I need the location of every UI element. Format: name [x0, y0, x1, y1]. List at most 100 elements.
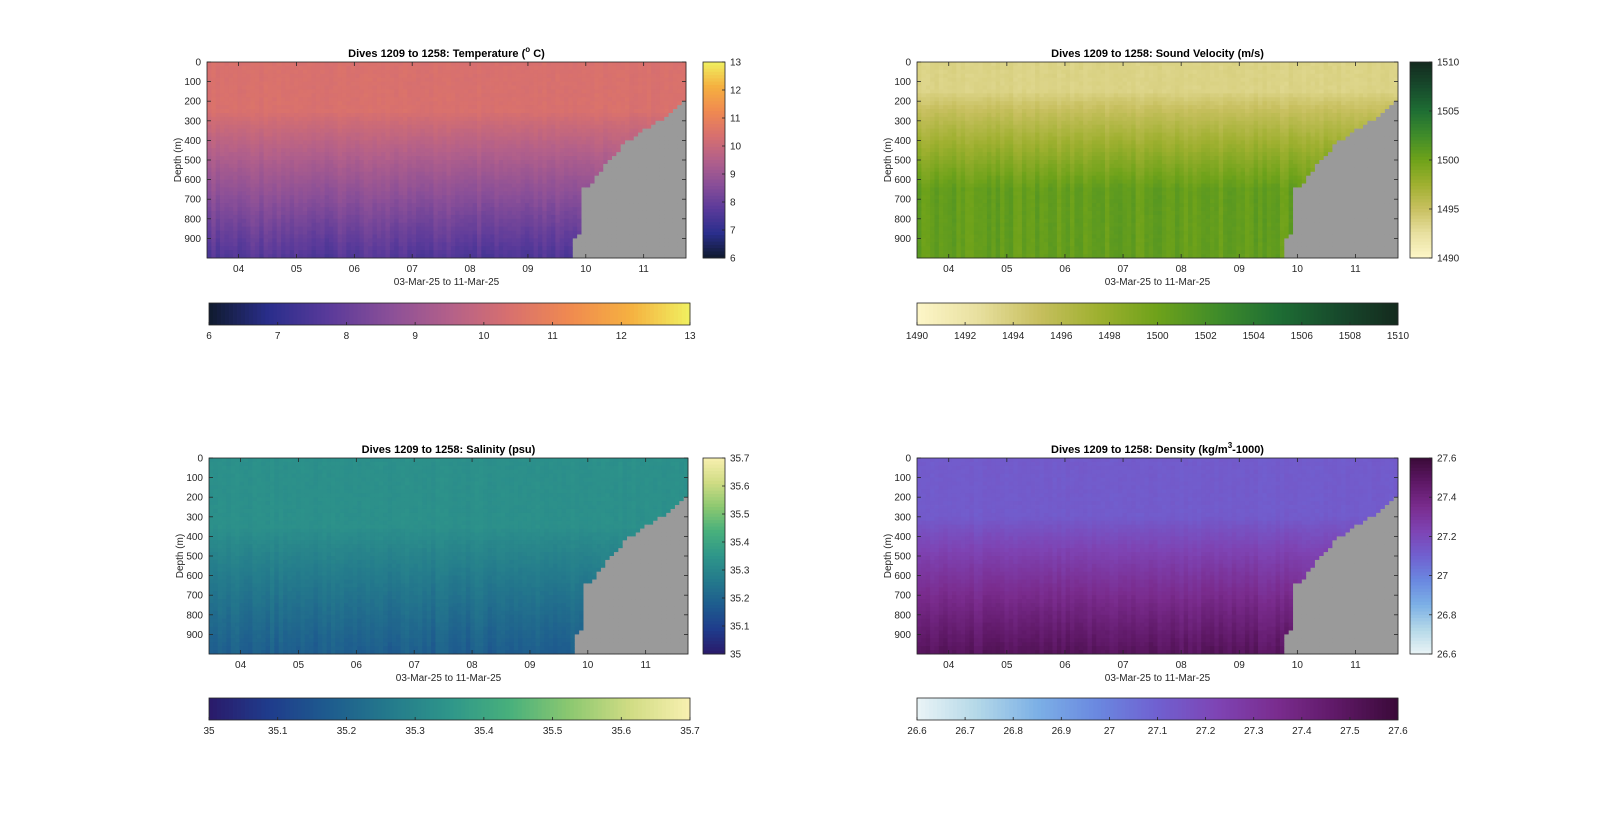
heatmap-cell: [573, 97, 578, 101]
heatmap-cell: [316, 140, 321, 144]
heatmap-cell: [581, 160, 586, 164]
heatmap-cell: [403, 238, 408, 242]
heatmap-cell: [224, 125, 229, 129]
heatmap-cell: [494, 234, 499, 238]
heatmap-cell: [486, 191, 491, 195]
heatmap-cell: [455, 113, 460, 117]
heatmap-cell: [625, 125, 630, 129]
heatmap-cell: [451, 191, 456, 195]
heatmap-cell: [481, 144, 486, 148]
heatmap-cell: [312, 136, 317, 140]
heatmap-cell: [586, 187, 591, 191]
heatmap-cell: [377, 215, 382, 219]
heatmap-cell: [416, 82, 421, 86]
heatmap-cell: [625, 140, 630, 144]
heatmap-cell: [577, 238, 582, 242]
heatmap-cell: [638, 148, 643, 152]
heatmap-cell: [268, 89, 273, 93]
heatmap-cell: [425, 250, 430, 254]
heatmap-cell: [259, 215, 264, 219]
heatmap-cell: [277, 89, 282, 93]
heatmap-cell: [264, 136, 269, 140]
heatmap-cell: [325, 70, 330, 74]
heatmap-cell: [329, 211, 334, 215]
heatmap-cell: [538, 101, 543, 105]
heatmap-cell: [390, 203, 395, 207]
heatmap-cell: [638, 140, 643, 144]
heatmap-cell: [447, 160, 452, 164]
heatmap-cell: [377, 168, 382, 172]
heatmap-cell: [612, 203, 617, 207]
heatmap-cell: [460, 195, 465, 199]
heatmap-cell: [573, 160, 578, 164]
heatmap-cell: [551, 78, 556, 82]
heatmap-cell: [390, 187, 395, 191]
heatmap-cell: [407, 82, 412, 86]
heatmap-cell: [403, 176, 408, 180]
heatmap-cell: [329, 219, 334, 223]
heatmap-cell: [534, 109, 539, 113]
heatmap-cell: [420, 246, 425, 250]
heatmap-cell: [638, 101, 643, 105]
heatmap-cell: [403, 156, 408, 160]
heatmap-cell: [529, 66, 534, 70]
heatmap-cell: [503, 133, 508, 137]
heatmap-cell: [237, 250, 242, 254]
heatmap-cell: [590, 117, 595, 121]
heatmap-cell: [534, 168, 539, 172]
heatmap-cell: [503, 199, 508, 203]
heatmap-cell: [216, 101, 221, 105]
heatmap-cell: [268, 227, 273, 231]
heatmap-cell: [399, 234, 404, 238]
heatmap-cell: [290, 144, 295, 148]
heatmap-cell: [451, 125, 456, 129]
heatmap-cell: [634, 168, 639, 172]
heatmap-cell: [573, 246, 578, 250]
heatmap-cell: [455, 93, 460, 97]
heatmap-cell: [621, 129, 626, 133]
heatmap-cell: [481, 187, 486, 191]
heatmap-cell: [473, 164, 478, 168]
heatmap-cell: [307, 211, 312, 215]
heatmap-cell: [372, 140, 377, 144]
heatmap-cell: [573, 219, 578, 223]
heatmap-cell: [581, 113, 586, 117]
heatmap-cell: [281, 172, 286, 176]
heatmap-cell: [420, 164, 425, 168]
heatmap-cell: [599, 203, 604, 207]
heatmap-cell: [564, 66, 569, 70]
heatmap-cell: [525, 82, 530, 86]
heatmap-cell: [499, 203, 504, 207]
heatmap-cell: [595, 136, 600, 140]
heatmap-cell: [560, 148, 565, 152]
heatmap-cell: [233, 180, 238, 184]
heatmap-cell: [316, 227, 321, 231]
heatmap-cell: [316, 187, 321, 191]
heatmap-cell: [368, 133, 373, 137]
heatmap-cell: [272, 203, 277, 207]
heatmap-cell: [329, 176, 334, 180]
heatmap-cell: [359, 215, 364, 219]
heatmap-cell: [638, 191, 643, 195]
heatmap-cell: [477, 172, 482, 176]
heatmap-cell: [316, 78, 321, 82]
heatmap-cell: [442, 117, 447, 121]
heatmap-cell: [229, 223, 234, 227]
heatmap-cell: [277, 117, 282, 121]
heatmap-cell: [233, 140, 238, 144]
heatmap-cell: [455, 164, 460, 168]
heatmap-cell: [542, 105, 547, 109]
heatmap-cell: [307, 86, 312, 90]
heatmap-cell: [298, 172, 303, 176]
heatmap-cell: [416, 195, 421, 199]
heatmap-cell: [573, 121, 578, 125]
heatmap-cell: [390, 97, 395, 101]
heatmap-cell: [507, 125, 512, 129]
heatmap-cell: [368, 113, 373, 117]
heatmap-cell: [586, 93, 591, 97]
heatmap-cell: [481, 66, 486, 70]
heatmap-cell: [390, 86, 395, 90]
heatmap-cell: [634, 180, 639, 184]
heatmap-cell: [547, 184, 552, 188]
heatmap-cell: [216, 97, 221, 101]
